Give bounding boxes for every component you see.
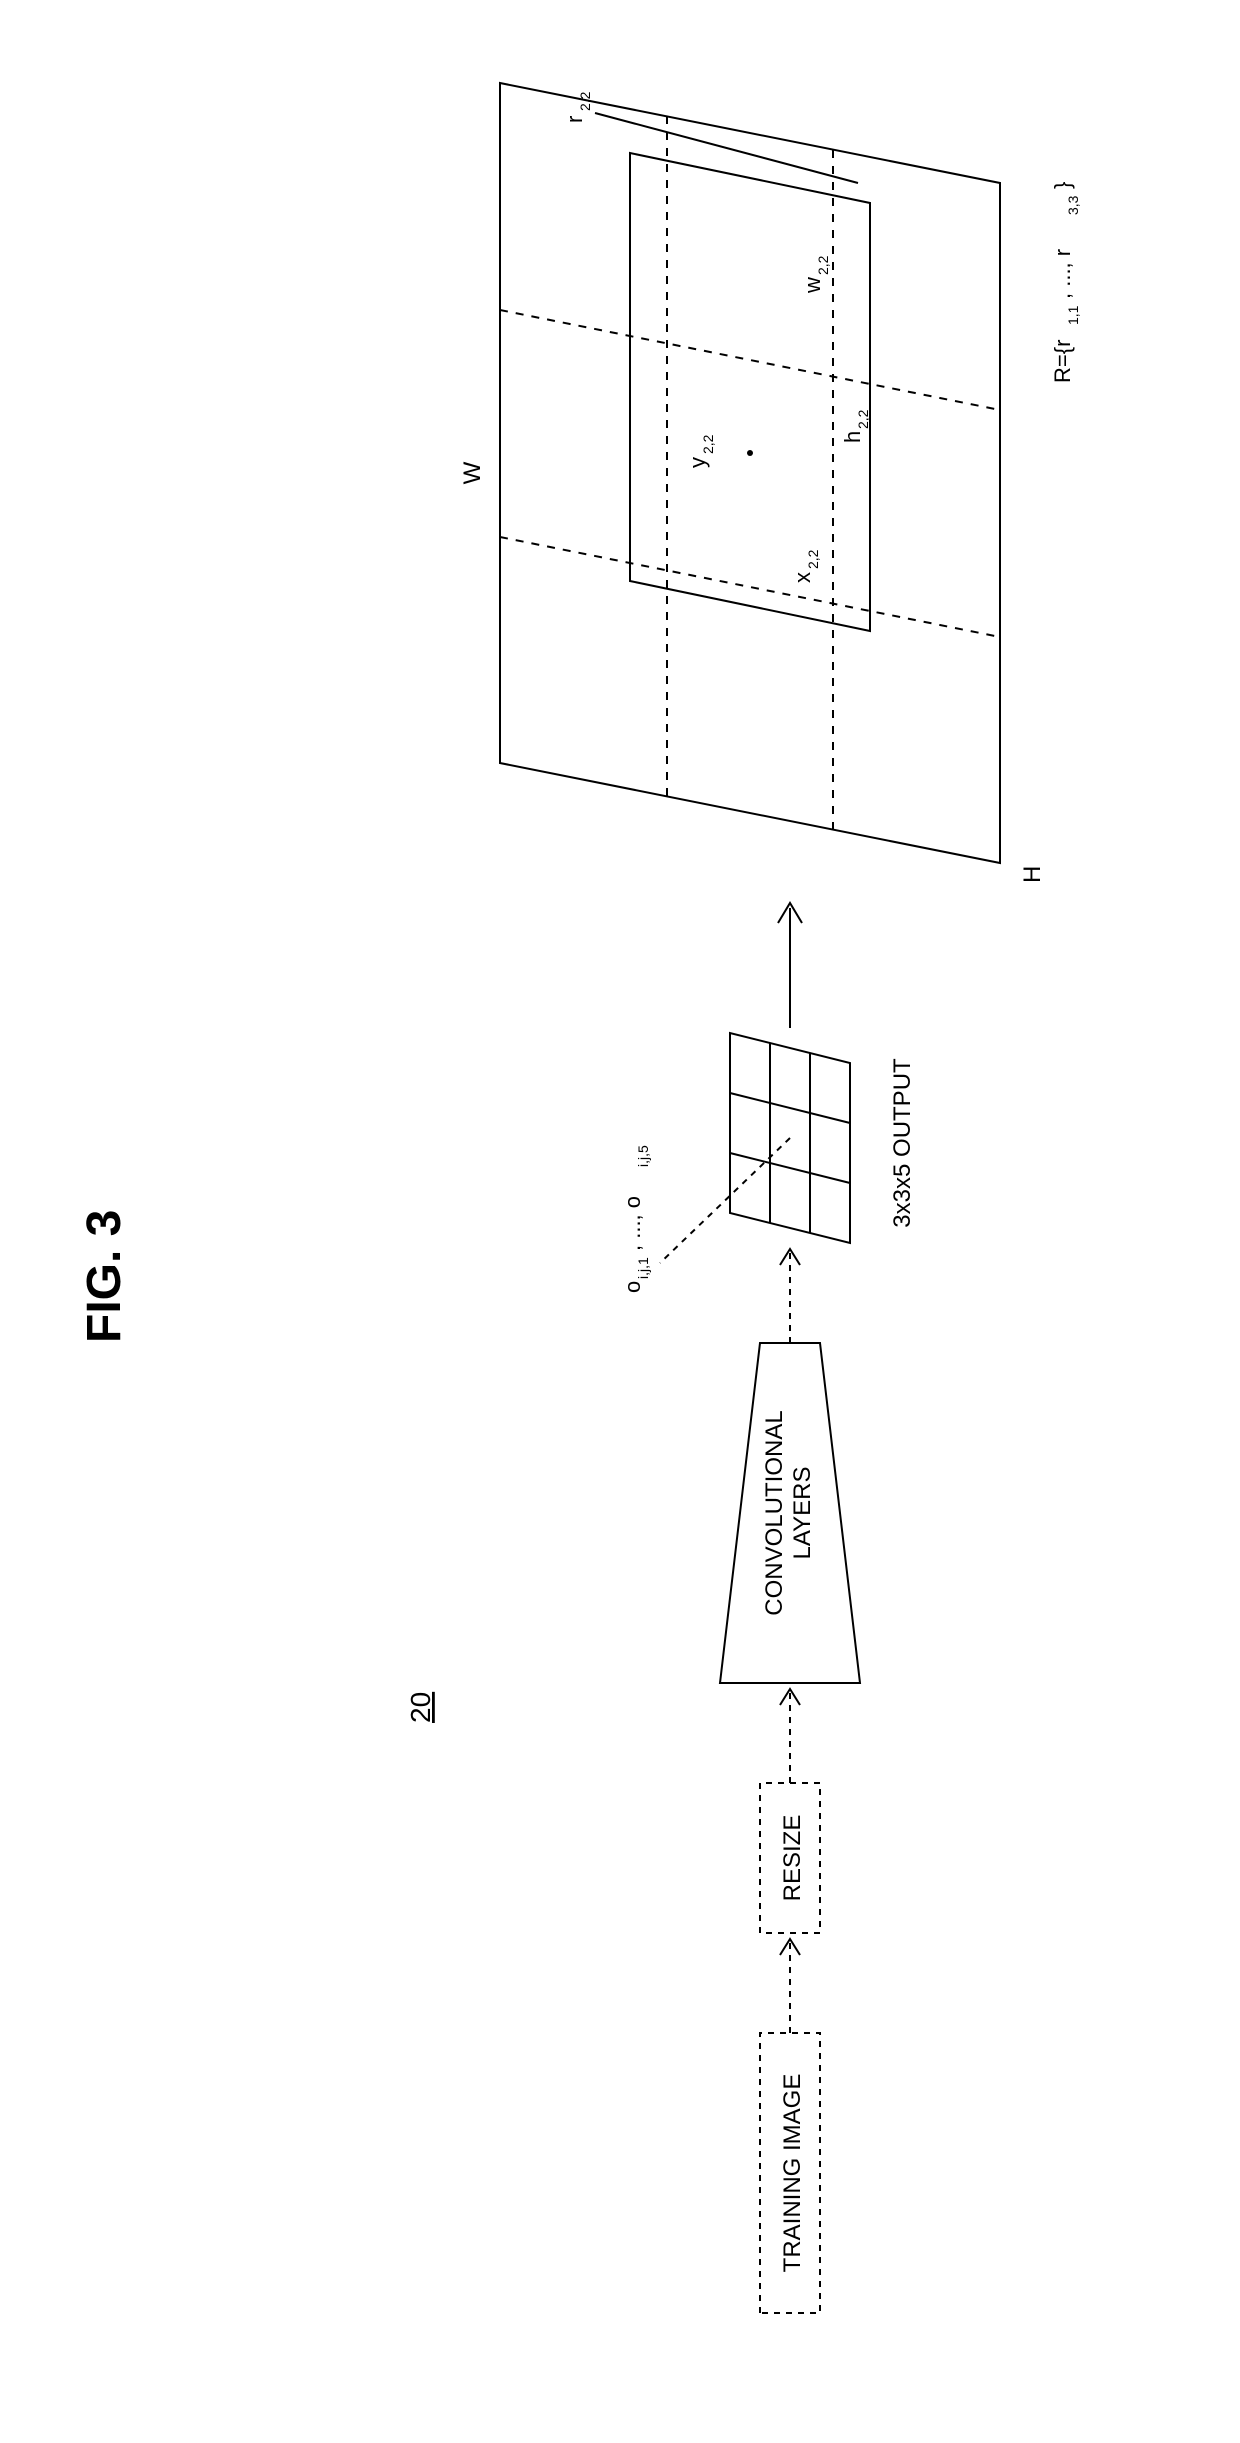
svg-text:3,3: 3,3 <box>1065 195 1081 215</box>
output-vector-label: o i,j,1 , ..., o i,j,5 <box>620 1145 651 1293</box>
svg-text:w: w <box>800 277 825 294</box>
arrow-grid-to-image <box>778 903 802 1028</box>
svg-text:h: h <box>840 431 865 443</box>
svg-text:, ..., o: , ..., o <box>620 1196 645 1251</box>
svg-text:o: o <box>620 1281 645 1293</box>
training-image-label: TRAINING IMAGE <box>779 2074 806 2273</box>
arrow-conv-to-grid <box>780 1249 800 1343</box>
output-caption: 3x3x5 OUTPUT <box>889 1058 916 1228</box>
svg-text:r: r <box>562 116 587 123</box>
arrow-resize-to-conv <box>780 1689 800 1783</box>
svg-text:, ..., r: , ..., r <box>1050 249 1075 299</box>
H-label: H <box>1019 866 1046 883</box>
svg-text:2,2: 2,2 <box>700 434 716 454</box>
image-plane <box>500 83 1000 863</box>
svg-text:i,j,5: i,j,5 <box>635 1145 651 1167</box>
svg-text:x: x <box>790 572 815 583</box>
output-3x3-grid <box>660 1033 850 1263</box>
figure-title: FIG. 3 <box>78 1210 131 1343</box>
R-set-label: R={r 1,1 , ..., r 3,3 } <box>1050 182 1081 383</box>
arrow-train-to-resize <box>780 1939 800 2033</box>
resize-label: RESIZE <box>779 1815 806 1902</box>
x22-label: x 2,2 <box>790 549 821 583</box>
svg-text:2,2: 2,2 <box>855 409 871 429</box>
svg-text:1,1: 1,1 <box>1065 305 1081 325</box>
svg-text:i,j,1: i,j,1 <box>635 1257 651 1279</box>
svg-text:}: } <box>1050 182 1075 189</box>
svg-text:2,2: 2,2 <box>805 549 821 569</box>
ref-number: 20 <box>405 1692 436 1723</box>
w22-label: w 2,2 <box>800 255 831 294</box>
y22-label: y 2,2 <box>685 434 716 468</box>
svg-text:R={r: R={r <box>1050 340 1075 383</box>
h22-label: h 2,2 <box>840 409 871 443</box>
svg-text:2,2: 2,2 <box>815 255 831 275</box>
svg-text:y: y <box>685 457 710 468</box>
svg-text:2,2: 2,2 <box>577 91 593 111</box>
resize-box: RESIZE <box>760 1783 820 1933</box>
conv-layers-line1: CONVOLUTIONAL <box>761 1410 788 1615</box>
conv-layers-line2: LAYERS <box>789 1467 816 1560</box>
W-label: W <box>459 461 486 484</box>
conv-layers-box: CONVOLUTIONAL LAYERS <box>720 1343 860 1683</box>
training-image-box: TRAINING IMAGE <box>760 2033 820 2313</box>
